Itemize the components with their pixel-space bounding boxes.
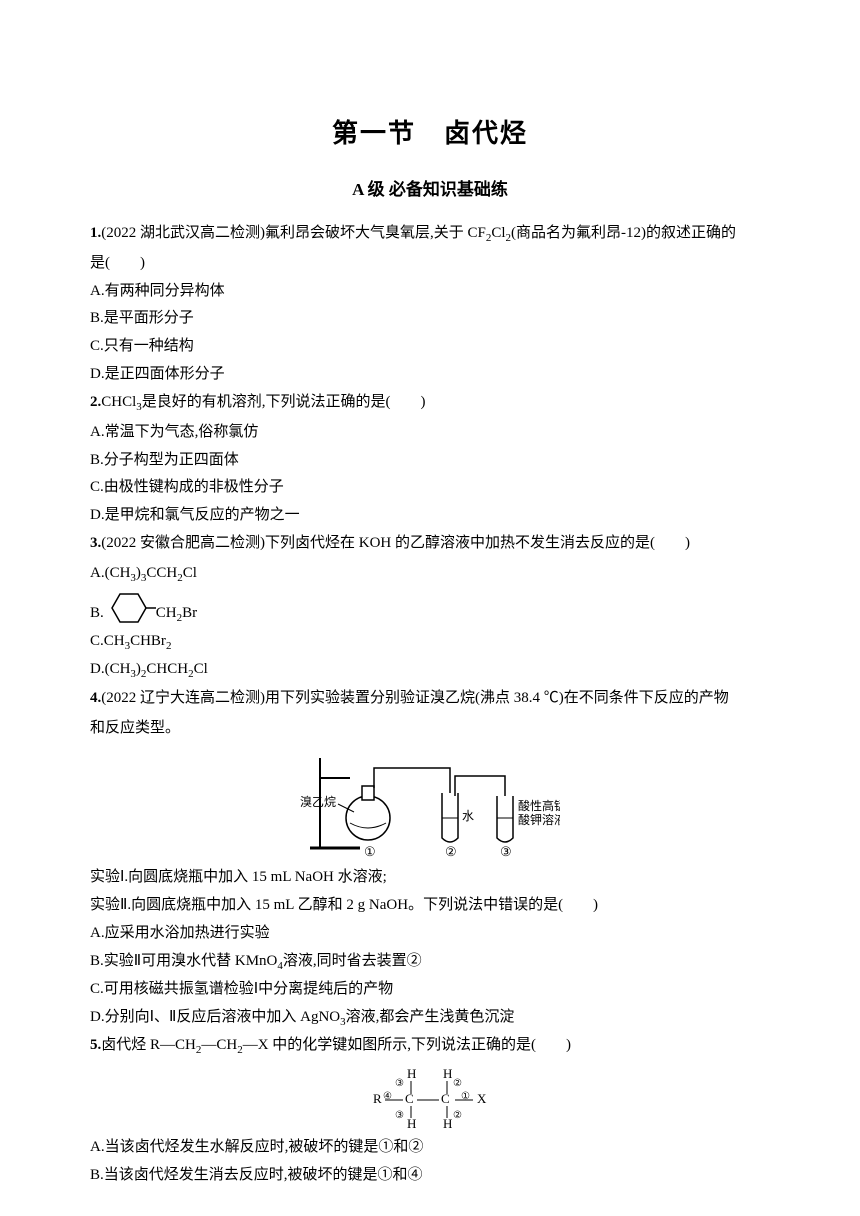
q4d-p1: D.分别向Ⅰ、Ⅱ反应后溶液中加入 AgNO xyxy=(90,1009,340,1025)
q3-option-a: A.(CH3)3CCH2Cl xyxy=(90,560,770,588)
q4-stem-1: (2022 辽宁大连高二检测)用下列实验装置分别验证溴乙烷(沸点 38.4 ℃)… xyxy=(101,690,728,706)
q1-option-a: A.有两种同分异构体 xyxy=(90,278,770,306)
q3a-p4: Cl xyxy=(183,565,197,581)
svg-text:X: X xyxy=(477,1091,487,1106)
q1-stem-part1: (2022 湖北武汉高二检测)氟利昂会破坏大气臭氧层,关于 CF xyxy=(101,225,486,241)
q3d-p1: D.(CH xyxy=(90,661,130,677)
cyclohexane-icon xyxy=(108,588,156,628)
svg-text:H: H xyxy=(407,1066,416,1081)
svg-text:②: ② xyxy=(453,1078,462,1089)
question-5: 5.卤代烃 R—CH2—CH2—X 中的化学键如图所示,下列说法正确的是( ) xyxy=(90,1032,770,1060)
q1-number: 1. xyxy=(90,225,101,241)
q2-option-c: C.由极性键构成的非极性分子 xyxy=(90,474,770,502)
q4-stem-2: 和反应类型。 xyxy=(90,715,770,743)
q5-option-b: B.当该卤代烃发生消去反应时,被破坏的键是①和④ xyxy=(90,1162,770,1190)
q4-exp2: 实验Ⅱ.向圆底烧瓶中加入 15 mL 乙醇和 2 g NaOH。下列说法中错误的… xyxy=(90,892,770,920)
q1-option-c: C.只有一种结构 xyxy=(90,333,770,361)
q4-option-b: B.实验Ⅱ可用溴水代替 KMnO4溶液,同时省去装置② xyxy=(90,948,770,976)
q3-option-c: C.CH3CHBr2 xyxy=(90,628,770,656)
level-subtitle: A 级 必备知识基础练 xyxy=(90,174,770,205)
svg-text:H: H xyxy=(443,1066,452,1081)
q2-option-b: B.分子构型为正四面体 xyxy=(90,447,770,475)
q4-number: 4. xyxy=(90,690,101,706)
label-1: ① xyxy=(364,844,376,858)
q3b-f2: Br xyxy=(182,605,197,621)
apparatus-figure: 溴乙烷 水 酸性高锰 酸钾溶液 ① ② ③ xyxy=(90,748,770,858)
svg-text:C: C xyxy=(405,1091,414,1106)
svg-text:H: H xyxy=(407,1116,416,1128)
q5-stem-3: —X 中的化学键如图所示,下列说法正确的是( ) xyxy=(243,1037,571,1053)
apparatus-svg: 溴乙烷 水 酸性高锰 酸钾溶液 ① ② ③ xyxy=(300,748,560,858)
bond-svg: H H ③ ② R ④ C C ① X ③ ② H H xyxy=(365,1066,495,1128)
q3-stem: (2022 安徽合肥高二检测)下列卤代烃在 KOH 的乙醇溶液中加热不发生消去反… xyxy=(101,535,690,551)
q2-stem-part1: CHCl xyxy=(101,394,136,410)
svg-text:C: C xyxy=(441,1091,450,1106)
q3a-p3: CCH xyxy=(146,565,177,581)
q3c-p1: C.CH xyxy=(90,633,125,649)
question-2: 2.CHCl3是良好的有机溶剂,下列说法正确的是( ) xyxy=(90,389,770,417)
q1-stem-line2: 是( ) xyxy=(90,250,770,278)
svg-text:R: R xyxy=(373,1091,382,1106)
q2-option-d: D.是甲烷和氯气反应的产物之一 xyxy=(90,502,770,530)
q2-stem-part2: 是良好的有机溶剂,下列说法正确的是( ) xyxy=(142,394,426,410)
svg-text:③: ③ xyxy=(395,1110,404,1121)
q3b-f1: CH xyxy=(156,605,177,621)
q5-stem-2: —CH xyxy=(201,1037,237,1053)
q2-number: 2. xyxy=(90,394,101,410)
bond-structure-figure: H H ③ ② R ④ C C ① X ③ ② H H xyxy=(90,1066,770,1128)
sub: 2 xyxy=(166,640,172,652)
q3b-label: B. xyxy=(90,600,104,628)
q4-option-c: C.可用核磁共振氢谱检验Ⅰ中分离提纯后的产物 xyxy=(90,976,770,1004)
q2-option-a: A.常温下为气态,俗称氯仿 xyxy=(90,419,770,447)
q3c-p2: CHBr xyxy=(130,633,166,649)
label-2: ② xyxy=(445,844,457,858)
section-title: 第一节 卤代烃 xyxy=(90,110,770,158)
label-kmno4-1: 酸性高锰 xyxy=(518,798,560,813)
label-water: 水 xyxy=(462,809,474,823)
q5-number: 5. xyxy=(90,1037,101,1053)
label-bromoethane: 溴乙烷 xyxy=(300,795,336,809)
q4d-p2: 溶液,都会产生浅黄色沉淀 xyxy=(346,1009,515,1025)
q3-option-d: D.(CH3)2CHCH2Cl xyxy=(90,656,770,684)
q1-option-b: B.是平面形分子 xyxy=(90,305,770,333)
q3a-p1: A.(CH xyxy=(90,565,130,581)
question-4: 4.(2022 辽宁大连高二检测)用下列实验装置分别验证溴乙烷(沸点 38.4 … xyxy=(90,685,770,713)
svg-text:②: ② xyxy=(453,1110,462,1121)
q1-stem-part3: (商品名为氟利昂-12)的叙述正确的 xyxy=(511,225,736,241)
q3d-p3: CHCH xyxy=(146,661,188,677)
q4b-p1: B.实验Ⅱ可用溴水代替 KMnO xyxy=(90,953,277,969)
label-kmno4-2: 酸钾溶液 xyxy=(518,812,560,827)
q3-number: 3. xyxy=(90,535,101,551)
q1-stem-part2: Cl xyxy=(491,225,505,241)
q3d-p4: Cl xyxy=(194,661,208,677)
q4-option-a: A.应采用水浴加热进行实验 xyxy=(90,920,770,948)
q4-exp1: 实验Ⅰ.向圆底烧瓶中加入 15 mL NaOH 水溶液; xyxy=(90,864,770,892)
q4b-p2: 溶液,同时省去装置② xyxy=(283,953,422,969)
q4-option-d: D.分别向Ⅰ、Ⅱ反应后溶液中加入 AgNO3溶液,都会产生浅黄色沉淀 xyxy=(90,1004,770,1032)
question-3: 3.(2022 安徽合肥高二检测)下列卤代烃在 KOH 的乙醇溶液中加热不发生消… xyxy=(90,530,770,558)
q5-option-a: A.当该卤代烃发生水解反应时,被破坏的键是①和② xyxy=(90,1134,770,1162)
q5-stem-1: 卤代烃 R—CH xyxy=(101,1037,196,1053)
q3-option-b: B. CH2Br xyxy=(90,588,770,628)
question-1: 1.(2022 湖北武汉高二检测)氟利昂会破坏大气臭氧层,关于 CF2Cl2(商… xyxy=(90,220,770,248)
q1-option-d: D.是正四面体形分子 xyxy=(90,361,770,389)
q3b-formula: CH2Br xyxy=(156,600,197,628)
svg-text:③: ③ xyxy=(395,1078,404,1089)
label-3: ③ xyxy=(500,844,512,858)
svg-text:H: H xyxy=(443,1116,452,1128)
